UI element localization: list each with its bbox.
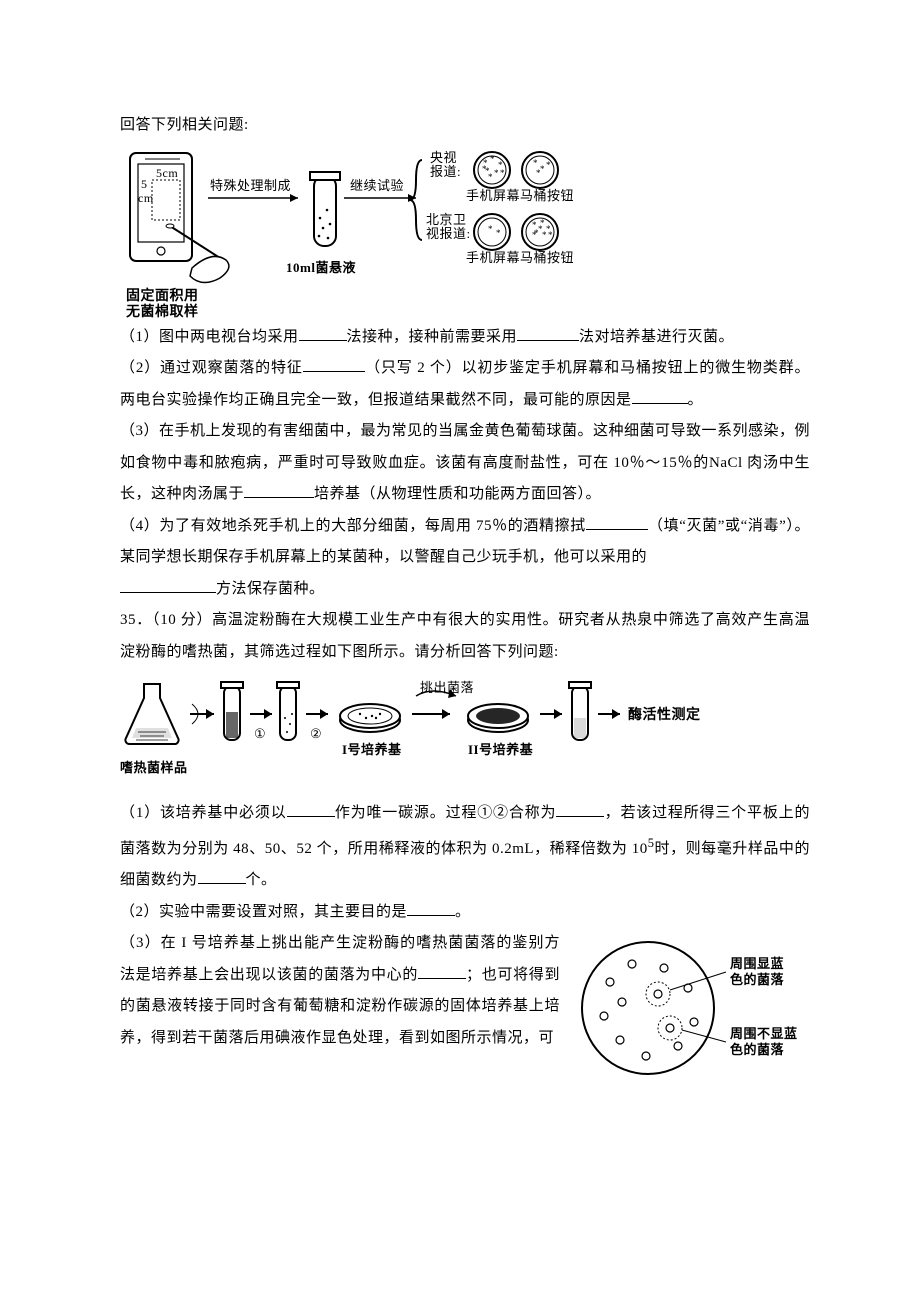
q35-2-b: 。 bbox=[455, 904, 471, 920]
svg-text:*: * bbox=[546, 160, 551, 170]
svg-text:5: 5 bbox=[141, 177, 148, 191]
q35-1-a: （1）该培养基中必须以 bbox=[120, 805, 287, 821]
blank-q3-1 bbox=[244, 482, 314, 498]
q1-text-a: （1）图中两电视台均采用 bbox=[120, 329, 299, 345]
svg-text:I号培养基: I号培养基 bbox=[342, 742, 402, 757]
question-3: （3）在手机上发现的有害细菌中，最为常见的当属金黄色葡萄球菌。这种细菌可导致一系… bbox=[120, 416, 810, 511]
blank-q1-1 bbox=[299, 325, 347, 341]
figure-2: 嗜热菌样品 ① ② I号培养基 bbox=[120, 674, 810, 794]
q35-1-e: 个。 bbox=[246, 872, 277, 888]
question-4-cont: 方法保存菌种。 bbox=[120, 574, 810, 606]
svg-text:央视: 央视 bbox=[430, 150, 457, 165]
question-2: （2）通过观察菌落的特征（只写 2 个）以初步鉴定手机屏幕和马桶按钮上的微生物类… bbox=[120, 353, 810, 416]
svg-text:*: * bbox=[500, 168, 505, 178]
question-35-stem: 35．（10 分）高温淀粉酶在大规模工业生产中有很大的实用性。研究者从热泉中筛选… bbox=[120, 605, 810, 668]
svg-text:手机屏幕: 手机屏幕 bbox=[466, 188, 520, 203]
svg-text:*: * bbox=[494, 168, 499, 178]
svg-text:②: ② bbox=[310, 726, 322, 741]
blank-q1-2 bbox=[517, 325, 579, 341]
q2-text-c: 。 bbox=[688, 392, 704, 408]
svg-text:色的菌落: 色的菌落 bbox=[730, 1042, 785, 1057]
blank-q35-3-1 bbox=[418, 963, 466, 979]
svg-text:特殊处理制成: 特殊处理制成 bbox=[210, 178, 291, 193]
blank-q4-1 bbox=[586, 514, 648, 530]
svg-text:*: * bbox=[548, 230, 553, 240]
svg-text:酶活性测定: 酶活性测定 bbox=[628, 706, 701, 723]
svg-text:手机屏幕: 手机屏幕 bbox=[466, 250, 520, 265]
blank-q4-2 bbox=[120, 577, 216, 593]
svg-text:*: * bbox=[533, 158, 538, 168]
fig1-5cm-top: 5cm bbox=[156, 166, 178, 180]
svg-text:*: * bbox=[536, 168, 541, 178]
svg-text:北京卫: 北京卫 bbox=[426, 212, 467, 227]
svg-text:10ml菌悬液: 10ml菌悬液 bbox=[286, 260, 356, 275]
blank-q2-2 bbox=[632, 388, 688, 404]
figure-3: 周围显蓝 色的菌落 周围不显蓝 色的菌落 bbox=[570, 932, 810, 1095]
intro-line: 回答下列相关问题: bbox=[120, 110, 810, 142]
svg-text:无菌棉取样: 无菌棉取样 bbox=[125, 303, 199, 318]
svg-text:周围不显蓝: 周围不显蓝 bbox=[730, 1026, 798, 1041]
svg-text:II号培养基: II号培养基 bbox=[468, 742, 534, 757]
svg-text:继续试验: 继续试验 bbox=[350, 178, 404, 193]
svg-text:cm: cm bbox=[138, 191, 154, 205]
q2-text-a: （2）通过观察菌落的特征 bbox=[120, 360, 303, 376]
svg-text:马桶按钮: 马桶按钮 bbox=[520, 188, 574, 203]
svg-text:视报道:: 视报道: bbox=[426, 226, 471, 241]
svg-text:*: * bbox=[538, 224, 543, 234]
figure-1: 5cm 5 cm 固定面积用 无菌棉取样 特殊处理制成 bbox=[120, 148, 810, 318]
svg-text:色的菌落: 色的菌落 bbox=[730, 972, 785, 987]
svg-text:固定面积用: 固定面积用 bbox=[126, 287, 199, 304]
blank-q35-1-1 bbox=[287, 801, 335, 817]
q35-2-a: （2）实验中需要设置对照，其主要目的是 bbox=[120, 904, 407, 920]
q35-1-b: 作为唯一碳源。过程①②合称为 bbox=[335, 805, 557, 821]
svg-text:*: * bbox=[488, 172, 493, 182]
question-35-1: （1）该培养基中必须以作为唯一碳源。过程①②合称为，若该过程所得三个平板上的菌落… bbox=[120, 798, 810, 897]
q3-text-b: 培养基（从物理性质和功能两方面回答）。 bbox=[314, 486, 601, 502]
q1-text-c: 法对培养基进行灭菌。 bbox=[579, 329, 734, 345]
svg-text:*: * bbox=[488, 224, 493, 234]
svg-text:*: * bbox=[482, 164, 487, 174]
svg-text:*: * bbox=[490, 154, 495, 164]
svg-text:嗜热菌样品: 嗜热菌样品 bbox=[120, 760, 188, 775]
q4-text-c: 方法保存菌种。 bbox=[216, 581, 325, 597]
svg-text:*: * bbox=[496, 228, 501, 238]
q4-text-a: （4）为了有效地杀死手机上的大部分细菌，每周用 75％的酒精擦拭 bbox=[120, 518, 586, 534]
svg-text:马桶按钮: 马桶按钮 bbox=[520, 250, 574, 265]
svg-text:周围显蓝: 周围显蓝 bbox=[730, 956, 784, 971]
svg-text:①: ① bbox=[254, 726, 266, 741]
blank-q35-1-3 bbox=[198, 868, 246, 884]
blank-q2-1 bbox=[303, 356, 365, 372]
question-4: （4）为了有效地杀死手机上的大部分细菌，每周用 75％的酒精擦拭（填“灭菌”或“… bbox=[120, 511, 810, 574]
svg-text:报道:: 报道: bbox=[430, 164, 461, 179]
blank-q35-2-1 bbox=[407, 900, 455, 916]
q1-text-b: 法接种，接种前需要采用 bbox=[347, 329, 518, 345]
blank-q35-1-2 bbox=[556, 801, 604, 817]
svg-text:*: * bbox=[532, 230, 537, 240]
question-35-2: （2）实验中需要设置对照，其主要目的是 。 bbox=[120, 897, 810, 929]
question-1: （1）图中两电视台均采用 法接种，接种前需要采用 法对培养基进行灭菌。 bbox=[120, 322, 810, 354]
